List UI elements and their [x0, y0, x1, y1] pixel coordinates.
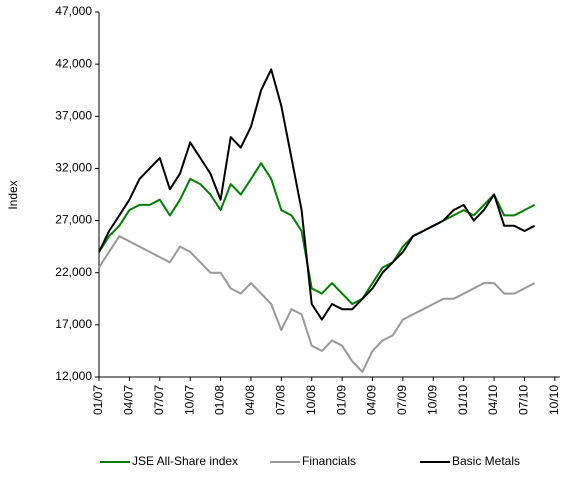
- y-tick-label: 37,000: [55, 108, 92, 122]
- x-tick-label: 10/08: [304, 385, 318, 415]
- y-tick-label: 47,000: [55, 4, 92, 18]
- x-tick-label: 07/09: [395, 385, 409, 415]
- series-line: [98, 68, 536, 321]
- y-tick-label: 12,000: [55, 369, 92, 383]
- x-tick-label: 07/07: [152, 385, 166, 415]
- x-tick-label: 10/07: [182, 385, 196, 415]
- legend-label: JSE All-Share index: [132, 454, 238, 468]
- x-tick-label: 01/10: [456, 385, 470, 415]
- y-tick-label: 22,000: [55, 265, 92, 279]
- y-tick-label: 27,000: [55, 213, 92, 227]
- x-tick-label: 10/10: [547, 385, 561, 415]
- x-tick-label: 04/10: [486, 385, 500, 415]
- series-line: [98, 235, 536, 373]
- series-line: [98, 162, 536, 305]
- x-tick-label: 10/09: [425, 385, 439, 415]
- x-tick-label: 07/10: [517, 385, 531, 415]
- x-tick-label: 07/08: [274, 385, 288, 415]
- legend-label: Basic Metals: [452, 454, 520, 468]
- x-tick-label: 01/09: [334, 385, 348, 415]
- x-tick-label: 04/07: [122, 385, 136, 415]
- y-tick-label: 32,000: [55, 161, 92, 175]
- y-axis-label: Index: [6, 180, 20, 209]
- x-tick-label: 01/08: [213, 385, 227, 415]
- y-tick-label: 42,000: [55, 56, 92, 70]
- y-tick-label: 17,000: [55, 317, 92, 331]
- x-tick-label: 04/08: [243, 385, 257, 415]
- x-tick-label: 01/07: [91, 385, 105, 415]
- legend-label: Financials: [302, 454, 356, 468]
- x-tick-label: 04/09: [365, 385, 379, 415]
